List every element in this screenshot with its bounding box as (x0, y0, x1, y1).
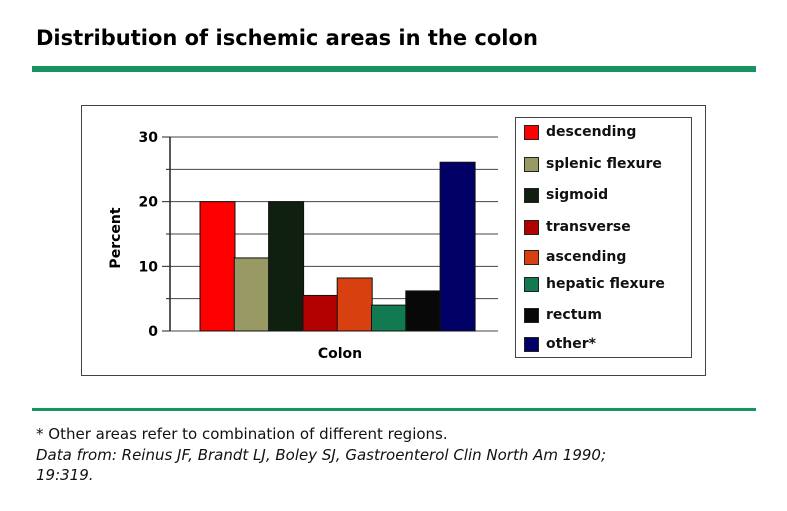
legend-item: hepatic flexure (524, 274, 665, 294)
y-tick-label: 10 (139, 259, 159, 275)
legend: descending splenic flexure sigmoid transver… (515, 117, 692, 358)
bottom-divider (32, 408, 756, 411)
bar-other (439, 161, 476, 332)
legend-item: descending (524, 122, 636, 142)
legend-swatch (524, 307, 539, 323)
y-axis: 0 10 20 30 (139, 130, 171, 340)
y-tick-label: 30 (139, 130, 159, 146)
legend-swatch (524, 124, 539, 140)
y-axis-label: Percent (108, 207, 124, 268)
legend-item: splenic flexure (524, 154, 662, 174)
y-tick-label: 20 (139, 195, 159, 211)
legend-label: splenic flexure (546, 156, 662, 172)
legend-label: rectum (546, 307, 602, 323)
source-citation: Data from: Reinus JF, Brandt LJ, Boley S… (36, 445, 606, 485)
legend-item: ascending (524, 247, 626, 267)
legend-swatch (524, 249, 539, 265)
top-divider (32, 66, 756, 72)
bar-sigmoid (268, 201, 305, 332)
legend-swatch (524, 219, 539, 235)
source-line-2: 19:319. (36, 466, 94, 484)
legend-swatch (524, 276, 539, 292)
legend-item: transverse (524, 217, 631, 237)
bar-transverse (302, 294, 339, 332)
legend-swatch (524, 336, 539, 352)
bar-rectum (405, 290, 442, 332)
source-line-1: Data from: Reinus JF, Brandt LJ, Boley S… (36, 446, 606, 464)
legend-item: other* (524, 334, 596, 354)
legend-label: transverse (546, 219, 631, 235)
bar-ascending (336, 277, 373, 332)
bar-splenic-flexure (233, 257, 270, 332)
chart-title: Distribution of ischemic areas in the co… (36, 26, 538, 50)
bars (199, 161, 476, 332)
legend-item: rectum (524, 305, 602, 325)
legend-item: sigmoid (524, 185, 608, 205)
y-tick-label: 0 (148, 324, 158, 340)
legend-swatch (524, 187, 539, 203)
legend-label: sigmoid (546, 187, 609, 203)
x-axis-label: Colon (318, 346, 362, 362)
legend-swatch (524, 156, 539, 172)
legend-label: ascending (546, 249, 627, 265)
legend-label: hepatic flexure (546, 276, 665, 292)
legend-label: descending (546, 124, 637, 140)
bar-hepatic-flexure (371, 304, 407, 332)
footnote: * Other areas refer to combination of di… (36, 425, 448, 443)
bar-descending (199, 201, 236, 332)
legend-label: other* (546, 336, 596, 352)
